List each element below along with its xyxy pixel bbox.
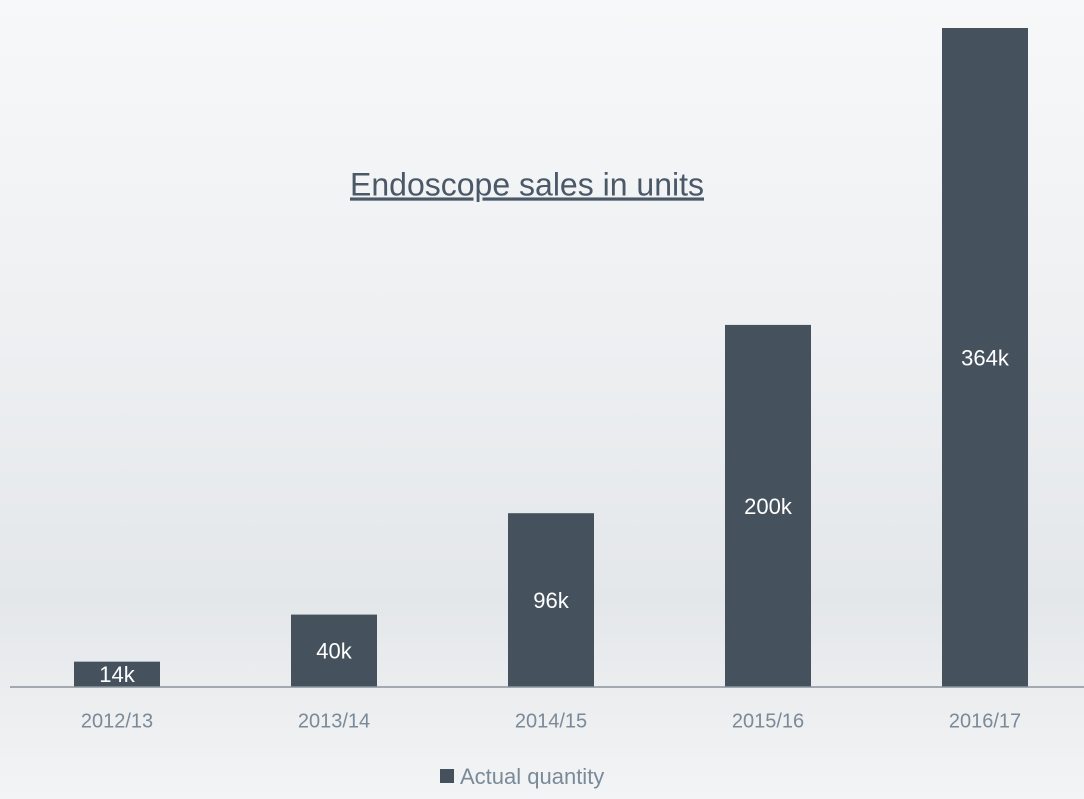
x-tick-label: 2015/16 <box>732 710 804 732</box>
legend-swatch <box>440 769 454 783</box>
x-tick-label: 2014/15 <box>515 710 587 732</box>
bar <box>74 661 160 687</box>
x-tick-label: 2012/13 <box>81 710 153 732</box>
data-label: 14k <box>99 662 135 687</box>
bar <box>291 614 377 687</box>
x-tick-label: 2013/14 <box>298 710 370 732</box>
bar <box>725 324 811 687</box>
data-label: 40k <box>316 639 352 664</box>
legend-label: Actual quantity <box>460 764 604 789</box>
bar <box>942 28 1028 687</box>
data-label: 200k <box>744 494 793 519</box>
bar <box>508 513 594 687</box>
x-tick-label: 2016/17 <box>949 710 1021 732</box>
chart-title: Endoscope sales in units <box>350 166 704 202</box>
data-label: 364k <box>961 345 1010 370</box>
data-label: 96k <box>533 588 569 613</box>
